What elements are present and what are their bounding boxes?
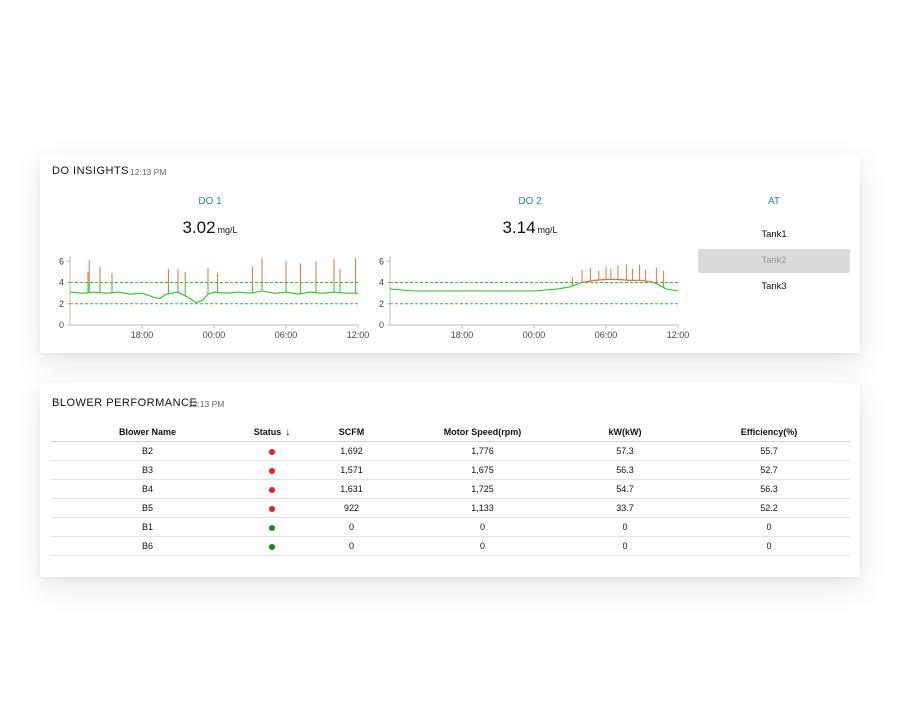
x-tick-label: 06:00 xyxy=(275,330,298,340)
tank-item-tank3[interactable]: Tank3 xyxy=(761,281,787,292)
column-header-scfm[interactable]: SCFM xyxy=(300,423,403,442)
do-insights-time: 12:13 PM xyxy=(130,167,167,177)
kw-cell: 57.3 xyxy=(562,441,688,461)
y-tick-label: 0 xyxy=(379,320,384,330)
x-tick-label: 18:00 xyxy=(451,330,474,340)
motor-speed-cell: 0 xyxy=(403,536,562,556)
do2-value-unit: mg/L xyxy=(537,225,558,235)
table-row[interactable]: B6 0 0 0 0 xyxy=(51,536,850,556)
table-header-row: Blower Name Status ↓ SCFM Motor Speed(rpm… xyxy=(51,423,850,442)
x-tick-label: 12:00 xyxy=(667,330,690,340)
do1-chart: 0 2 4 6 18:00 00:00 06:00 12:00 xyxy=(59,256,370,340)
do1-value-number: 3.02 xyxy=(182,218,216,237)
x-tick-label: 06:00 xyxy=(595,330,618,340)
column-header-efficiency[interactable]: Efficiency(%) xyxy=(688,423,850,442)
scfm-cell: 922 xyxy=(300,498,403,518)
status-cell xyxy=(244,479,300,499)
do2-panel-title: DO 2 xyxy=(518,196,542,207)
column-header-status-label: Status xyxy=(253,426,282,437)
kw-cell: 54.7 xyxy=(562,479,688,499)
scfm-cell: 1,571 xyxy=(300,460,403,480)
tank-item-tank2[interactable]: Tank2 xyxy=(698,249,850,273)
column-header-kw[interactable]: kW(kW) xyxy=(562,423,688,442)
efficiency-cell: 0 xyxy=(688,536,850,556)
y-tick-label: 0 xyxy=(59,320,64,330)
do1-panel-title: DO 1 xyxy=(198,196,222,207)
motor-speed-cell: 1,675 xyxy=(403,460,562,480)
table-row[interactable]: B3 1,571 1,675 56.3 52.7 xyxy=(51,460,850,480)
status-cell xyxy=(244,460,300,480)
do-series-line xyxy=(389,278,679,292)
table-row[interactable]: B2 1,692 1,776 57.3 55.7 xyxy=(51,441,850,461)
status-dot-icon xyxy=(269,486,275,493)
status-dot-icon xyxy=(269,467,275,474)
efficiency-cell: 0 xyxy=(688,517,850,537)
motor-speed-cell: 1,776 xyxy=(403,441,562,461)
column-header-blower-name[interactable]: Blower Name xyxy=(51,423,244,442)
status-dot-icon xyxy=(269,505,275,512)
motor-speed-cell: 1,725 xyxy=(403,479,562,499)
status-cell xyxy=(244,517,300,537)
y-tick-label: 6 xyxy=(59,256,64,266)
kw-cell: 0 xyxy=(562,517,688,537)
kw-cell: 56.3 xyxy=(562,460,688,480)
status-dot-icon xyxy=(269,524,275,531)
efficiency-cell: 52.7 xyxy=(688,460,850,480)
do1-value: 3.02 mg/L xyxy=(140,218,280,238)
table-row[interactable]: B1 0 0 0 0 xyxy=(51,517,850,537)
efficiency-cell: 52.2 xyxy=(688,498,850,518)
scfm-cell: 0 xyxy=(300,517,403,537)
x-tick-label: 00:00 xyxy=(523,330,546,340)
blower-name-cell: B5 xyxy=(51,498,244,518)
y-tick-label: 6 xyxy=(379,256,384,266)
y-tick-label: 2 xyxy=(379,299,384,309)
table-row[interactable]: B4 1,631 1,725 54.7 56.3 xyxy=(51,479,850,499)
kw-cell: 33.7 xyxy=(562,498,688,518)
blower-name-cell: B6 xyxy=(51,536,244,556)
blower-name-cell: B3 xyxy=(51,460,244,480)
x-tick-label: 12:00 xyxy=(347,330,370,340)
do2-value-number: 3.14 xyxy=(502,218,536,237)
do1-value-unit: mg/L xyxy=(217,225,238,235)
tank-item-tank1[interactable]: Tank1 xyxy=(761,229,787,240)
status-cell xyxy=(244,498,300,518)
y-tick-label: 2 xyxy=(59,299,64,309)
above-threshold-line xyxy=(581,278,655,284)
sort-descending-icon[interactable]: ↓ xyxy=(285,426,291,438)
do-insights-title: DO INSIGHTS xyxy=(52,165,130,177)
status-cell xyxy=(244,536,300,556)
y-tick-label: 4 xyxy=(59,278,64,288)
scfm-cell: 1,692 xyxy=(300,441,403,461)
column-header-motor-speed[interactable]: Motor Speed(rpm) xyxy=(403,423,562,442)
blower-performance-title: BLOWER PERFORMANCE xyxy=(52,397,198,409)
scfm-cell: 1,631 xyxy=(300,479,403,499)
x-tick-label: 00:00 xyxy=(203,330,226,340)
blower-performance-card: BLOWER PERFORMANCE 12:13 PM Blower Name … xyxy=(40,383,860,577)
blower-name-cell: B4 xyxy=(51,479,244,499)
do-series-line xyxy=(69,290,358,304)
column-header-status[interactable]: Status ↓ xyxy=(244,423,300,442)
status-cell xyxy=(244,441,300,461)
blower-performance-time: 12:13 PM xyxy=(188,399,225,409)
blower-name-cell: B2 xyxy=(51,441,244,461)
do2-value: 3.14 mg/L xyxy=(460,218,600,238)
motor-speed-cell: 1,133 xyxy=(403,498,562,518)
at-panel-title: AT xyxy=(767,196,781,207)
scfm-cell: 0 xyxy=(300,536,403,556)
do2-chart: 0 2 4 6 18:00 00:00 06:00 12:00 xyxy=(379,256,690,340)
motor-speed-cell: 0 xyxy=(403,517,562,537)
efficiency-cell: 56.3 xyxy=(688,479,850,499)
blower-table: Blower Name Status ↓ SCFM Motor Speed(rpm… xyxy=(51,423,850,556)
blower-name-cell: B1 xyxy=(51,517,244,537)
table-row[interactable]: B5 922 1,133 33.7 52.2 xyxy=(51,498,850,518)
status-dot-icon xyxy=(269,448,275,455)
x-tick-label: 18:00 xyxy=(131,330,154,340)
status-dot-icon xyxy=(269,543,275,550)
y-tick-label: 4 xyxy=(379,278,384,288)
efficiency-cell: 55.7 xyxy=(688,441,850,461)
kw-cell: 0 xyxy=(562,536,688,556)
